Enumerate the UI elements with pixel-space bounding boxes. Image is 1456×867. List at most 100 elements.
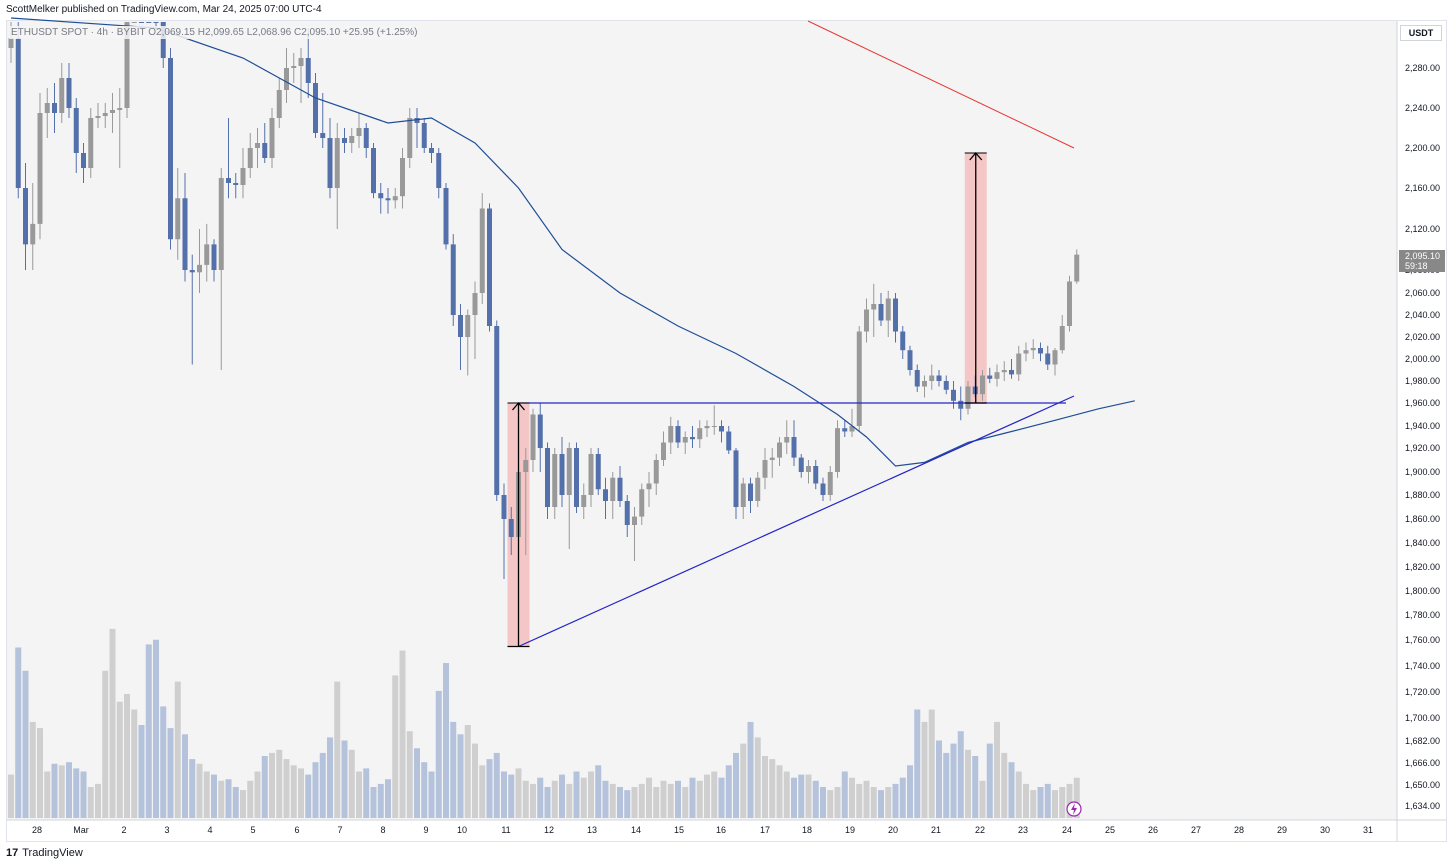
- candle-body: [632, 516, 637, 525]
- time-tick-label: 30: [1320, 825, 1330, 835]
- candle-body: [334, 138, 340, 188]
- candle-body: [769, 457, 775, 460]
- volume-bar: [443, 663, 449, 818]
- volume-bar: [537, 777, 544, 818]
- candle-body: [624, 501, 630, 525]
- candle-body: [820, 483, 826, 495]
- candle-body: [131, 22, 137, 23]
- candle-body: [603, 489, 608, 501]
- volume-bar: [675, 780, 681, 818]
- candle-body: [653, 460, 659, 484]
- volume-bar: [392, 675, 399, 818]
- volume-bar: [182, 734, 188, 818]
- volume-bar: [1052, 790, 1058, 818]
- time-tick-label: 16: [716, 825, 726, 835]
- plot-background: [7, 21, 1397, 820]
- candle-body: [262, 143, 268, 158]
- candle-body: [356, 128, 362, 136]
- volume-bar: [682, 787, 689, 818]
- candle-body: [472, 293, 478, 315]
- volume-bar: [58, 765, 65, 818]
- volume-bar: [689, 777, 696, 818]
- volume-bar: [348, 749, 355, 818]
- price-tick-label: 2,160.00: [1405, 183, 1440, 193]
- volume-bar: [624, 790, 631, 818]
- candle-body: [255, 143, 260, 148]
- candle-body: [864, 309, 869, 332]
- candle-body: [1001, 370, 1007, 373]
- volume-bar: [696, 780, 703, 818]
- volume-bar: [950, 743, 957, 818]
- volume-bar: [638, 783, 645, 818]
- candle-body: [240, 168, 246, 185]
- blue-moving-average-line: [10, 17, 1135, 467]
- candle-body: [1030, 348, 1036, 351]
- volume-bar: [551, 780, 558, 818]
- volume-bar: [885, 787, 892, 818]
- candle-body: [900, 331, 906, 351]
- symbol-label[interactable]: ETHUSDT SPOT · 4h · BYBIT: [11, 27, 146, 38]
- time-tick-label: 14: [631, 825, 641, 835]
- volume-bar: [783, 771, 790, 818]
- volume-bar: [1066, 783, 1073, 818]
- price-axis-ticks: 2,280.00 2,240.00 2,200.00 2,160.00 2,120.00…: [1405, 63, 1440, 811]
- candle-body: [175, 198, 181, 240]
- candle-body: [479, 208, 485, 293]
- volume-bar: [414, 748, 420, 818]
- time-tick-label: 3: [164, 825, 169, 835]
- volume-bar: [979, 780, 986, 818]
- candle-body: [15, 38, 21, 188]
- volume-bar: [1001, 752, 1008, 818]
- volume-bar: [51, 763, 58, 818]
- volume-bar: [1037, 787, 1044, 818]
- volume-bar: [957, 731, 964, 818]
- high-value: H2,099.65: [197, 27, 244, 38]
- volume-bar: [754, 737, 761, 818]
- volume-bar: [580, 777, 587, 818]
- volume-bar: [566, 783, 573, 818]
- candle-body: [1038, 348, 1043, 354]
- volume-bar: [769, 759, 776, 818]
- candle-body: [1009, 370, 1014, 375]
- candle-body: [559, 454, 565, 495]
- candle-body: [66, 78, 72, 108]
- candle-body: [204, 244, 210, 265]
- candle-body: [44, 103, 50, 113]
- candle-body: [588, 454, 594, 495]
- volume-bar: [254, 771, 261, 818]
- volume-bar: [145, 644, 152, 818]
- candle-body: [1023, 350, 1029, 354]
- volume-bar: [1030, 790, 1037, 818]
- candle-body: [798, 457, 804, 472]
- price-tick-label: 2,040.00: [1405, 310, 1440, 320]
- candle-body: [52, 103, 57, 113]
- candle-body: [421, 123, 427, 148]
- tradingview-logo-icon: 17: [6, 847, 19, 859]
- candle-body: [30, 223, 36, 245]
- low-value: L2,068.96: [246, 27, 292, 38]
- candle-body: [81, 153, 86, 168]
- price-tick-label: 1,960.00: [1405, 398, 1440, 408]
- candle-body: [530, 414, 536, 460]
- candle-body: [284, 68, 289, 90]
- volume-bars: [8, 628, 1080, 818]
- lightning-icon-glyph: [1071, 803, 1077, 815]
- volume-bar: [602, 780, 609, 818]
- volume-bar: [435, 690, 442, 818]
- volume-bar: [399, 650, 406, 818]
- quote-currency-button[interactable]: USDT: [1400, 25, 1442, 41]
- candle-body: [574, 448, 579, 507]
- price-tick-label: 1,820.00: [1405, 562, 1440, 572]
- time-tick-label: 17: [760, 825, 770, 835]
- volume-bar: [515, 768, 522, 818]
- volume-bar: [203, 771, 210, 818]
- candle-body: [276, 90, 282, 118]
- time-axis-ticks: 28 Mar 2 3 4 5 6 7 8 9 10 11 12 13 14 15 16 17 18 19 20 21 22 2…: [32, 825, 1373, 835]
- candle-body: [784, 437, 790, 443]
- volume-bar: [936, 740, 942, 818]
- time-tick-label: 12: [544, 825, 554, 835]
- candle-body: [980, 375, 985, 395]
- candle-body: [704, 426, 710, 429]
- candle-body: [682, 437, 688, 443]
